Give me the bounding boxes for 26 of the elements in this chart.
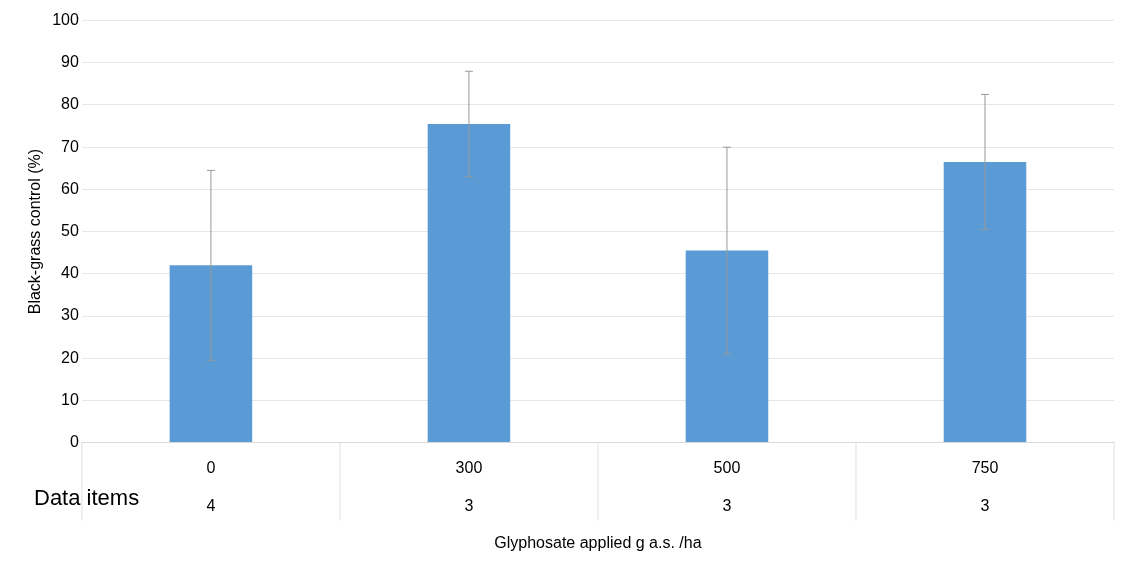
text: 3 — [722, 497, 732, 515]
x-tick-label: 0 — [206, 458, 216, 476]
bar — [427, 123, 511, 443]
y-axis-title: Black-grass control (%) — [26, 148, 44, 315]
text: 3 — [980, 497, 990, 515]
bar — [169, 265, 253, 443]
text: Data items — [34, 484, 140, 510]
bar — [943, 161, 1027, 443]
y-tick-label: 90 — [61, 53, 79, 71]
y-tick-label: 70 — [61, 137, 79, 155]
x-tick-label: 300 — [455, 458, 483, 476]
y-tick-label: 100 — [52, 11, 79, 29]
text: 3 — [464, 497, 474, 515]
y-tick-label: 80 — [61, 95, 79, 113]
y-tick-label: 50 — [61, 222, 79, 240]
y-tick-label: 10 — [61, 390, 79, 408]
y-tick-label: 0 — [69, 433, 79, 451]
y-tick-label: 60 — [61, 179, 79, 197]
x-axis-title: Glyphosate applied g a.s. /ha — [494, 533, 702, 551]
y-tick-label: 20 — [61, 348, 79, 366]
y-tick-label: 30 — [61, 306, 79, 324]
text: 4 — [206, 497, 216, 515]
y-tick-label: 40 — [61, 264, 79, 282]
x-tick-label: 750 — [971, 458, 999, 476]
bar — [685, 250, 769, 443]
x-tick-label: 500 — [713, 458, 741, 476]
